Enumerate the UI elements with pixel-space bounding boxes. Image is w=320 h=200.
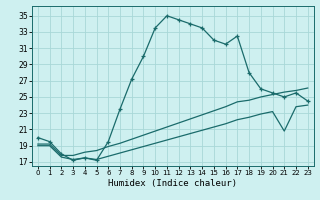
X-axis label: Humidex (Indice chaleur): Humidex (Indice chaleur) <box>108 179 237 188</box>
